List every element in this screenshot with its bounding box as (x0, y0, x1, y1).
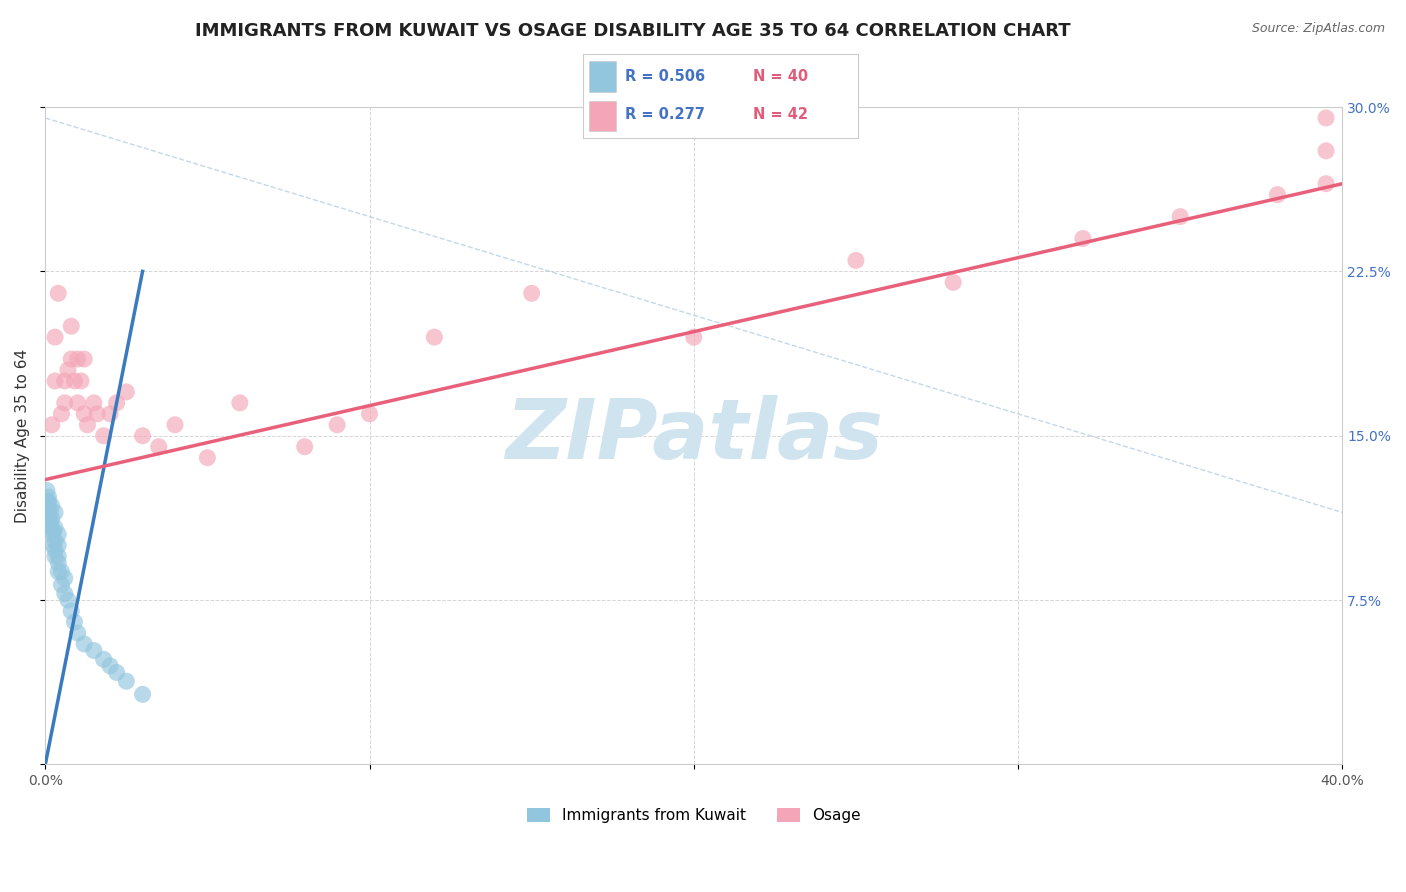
Text: R = 0.277: R = 0.277 (624, 107, 704, 122)
Point (163, 417, 186, 432)
Point (60, 319, 83, 334)
Point (39, 506, 62, 520)
Point (41, 521, 63, 535)
Point (51, 407, 73, 421)
Point (1168, 210, 1191, 224)
Point (105, 396, 128, 410)
Point (520, 286, 543, 301)
Legend: Immigrants from Kuwait, Osage: Immigrants from Kuwait, Osage (522, 802, 866, 830)
Point (44, 506, 66, 520)
Point (63, 615, 86, 629)
Point (359, 407, 381, 421)
Text: N = 40: N = 40 (754, 69, 808, 84)
Point (70, 374, 93, 388)
Point (41, 417, 63, 432)
Text: IMMIGRANTS FROM KUWAIT VS OSAGE DISABILITY AGE 35 TO 64 CORRELATION CHART: IMMIGRANTS FROM KUWAIT VS OSAGE DISABILI… (195, 22, 1070, 40)
Point (73, 352, 96, 367)
Point (76, 417, 98, 432)
Point (63, 374, 86, 388)
Point (98, 407, 121, 421)
Point (44, 521, 66, 535)
Point (56, 363, 79, 377)
Point (93, 429, 115, 443)
Point (66, 396, 89, 410)
Point (53, 374, 76, 388)
Point (326, 417, 349, 432)
Point (46, 556, 69, 570)
Point (53, 396, 76, 410)
Point (845, 253, 868, 268)
Point (51, 578, 73, 592)
Point (44, 549, 66, 564)
Point (1315, 111, 1337, 125)
Y-axis label: Disability Age 35 to 64: Disability Age 35 to 64 (15, 349, 30, 523)
Point (197, 450, 219, 465)
Point (46, 286, 69, 301)
FancyBboxPatch shape (589, 101, 616, 131)
Point (131, 687, 153, 701)
FancyBboxPatch shape (589, 62, 616, 92)
Point (98, 658, 121, 673)
Point (44, 374, 66, 388)
Point (66, 352, 89, 367)
Point (42, 525, 65, 540)
Point (682, 330, 704, 344)
Point (41, 499, 63, 513)
Point (53, 586, 76, 600)
Point (942, 276, 965, 290)
Point (35, 483, 58, 498)
Point (44, 542, 66, 557)
Point (35, 494, 58, 508)
Text: ZIPatlas: ZIPatlas (505, 395, 883, 476)
Point (38, 506, 60, 520)
Point (66, 626, 89, 640)
Point (60, 352, 83, 367)
Point (229, 396, 252, 410)
Point (46, 527, 69, 541)
Point (1315, 144, 1337, 158)
Point (131, 429, 153, 443)
Point (38, 499, 60, 513)
Point (38, 512, 60, 526)
Point (73, 407, 96, 421)
Point (53, 571, 76, 585)
Point (83, 643, 105, 657)
Point (60, 604, 83, 618)
Point (423, 330, 446, 344)
Point (51, 565, 73, 579)
Point (83, 396, 105, 410)
Point (294, 440, 316, 454)
Point (86, 407, 108, 421)
Point (73, 637, 96, 651)
Point (148, 440, 170, 454)
Point (38, 494, 60, 508)
Text: R = 0.506: R = 0.506 (624, 69, 704, 84)
Point (115, 674, 138, 689)
Point (56, 593, 79, 607)
Point (41, 527, 63, 541)
Point (39, 516, 62, 531)
Point (42, 538, 65, 552)
Point (46, 549, 69, 564)
Text: Source: ZipAtlas.com: Source: ZipAtlas.com (1251, 22, 1385, 36)
Point (1071, 231, 1094, 245)
Text: N = 42: N = 42 (754, 107, 808, 122)
Point (41, 512, 63, 526)
Point (115, 384, 138, 399)
Point (46, 538, 69, 552)
Point (38, 490, 60, 504)
Point (93, 652, 115, 666)
Point (1267, 187, 1289, 202)
Point (105, 665, 128, 680)
Point (1315, 177, 1337, 191)
Point (44, 330, 66, 344)
Point (46, 565, 69, 579)
Point (44, 533, 66, 548)
